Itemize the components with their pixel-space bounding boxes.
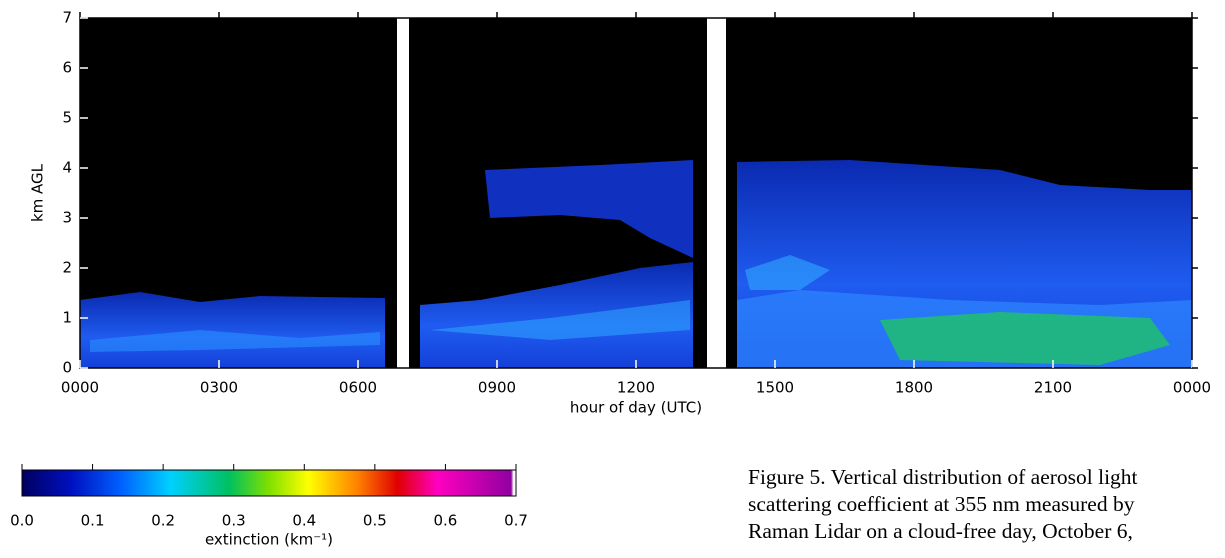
y-tick-label: 6 bbox=[62, 59, 72, 77]
y-tick-label: 1 bbox=[62, 309, 72, 327]
x-axis-label: hour of day (UTC) bbox=[570, 399, 702, 417]
y-tick-label: 7 bbox=[62, 9, 72, 27]
caption: Figure 5. Vertical distribution of aeros… bbox=[748, 464, 1208, 545]
y-tick-label: 4 bbox=[62, 159, 72, 177]
caption-line: Figure 5. Vertical distribution of aeros… bbox=[748, 465, 1138, 489]
caption-line: Raman Lidar on a cloud-free day, October… bbox=[748, 519, 1133, 543]
x-tick-label: 1500 bbox=[756, 379, 794, 397]
x-tick-label: 0000 bbox=[1173, 379, 1211, 397]
x-tick-label: 0900 bbox=[478, 379, 516, 397]
colorbar-tick-label: 0.1 bbox=[81, 512, 105, 530]
colorbar bbox=[21, 469, 517, 497]
colorbar-tick-label: 0.3 bbox=[222, 512, 246, 530]
colorbar-tick-label: 0.7 bbox=[504, 512, 528, 530]
x-tick-label: 0600 bbox=[339, 379, 377, 397]
x-tick-label: 0300 bbox=[200, 379, 238, 397]
colorbar-tick-label: 0.2 bbox=[151, 512, 175, 530]
caption-line: scattering coefficient at 355 nm measure… bbox=[748, 492, 1135, 516]
x-tick-label: 2100 bbox=[1034, 379, 1072, 397]
y-tick-label: 0 bbox=[62, 359, 72, 377]
y-tick-label: 2 bbox=[62, 259, 72, 277]
heatmap bbox=[80, 18, 1192, 368]
y-tick-label: 5 bbox=[62, 109, 72, 127]
y-tick-label: 3 bbox=[62, 209, 72, 227]
x-tick-label: 1800 bbox=[895, 379, 933, 397]
colorbar-tick-label: 0.5 bbox=[363, 512, 387, 530]
y-axis-label: km AGL bbox=[29, 163, 47, 222]
colorbar-tick-label: 0.6 bbox=[433, 512, 457, 530]
colorbar-label: extinction (km⁻¹) bbox=[205, 531, 333, 549]
x-tick-label: 1200 bbox=[617, 379, 655, 397]
colorbar-tick-label: 0.4 bbox=[292, 512, 316, 530]
colorbar-tick-label: 0.0 bbox=[10, 512, 34, 530]
x-tick-label: 0000 bbox=[61, 379, 99, 397]
